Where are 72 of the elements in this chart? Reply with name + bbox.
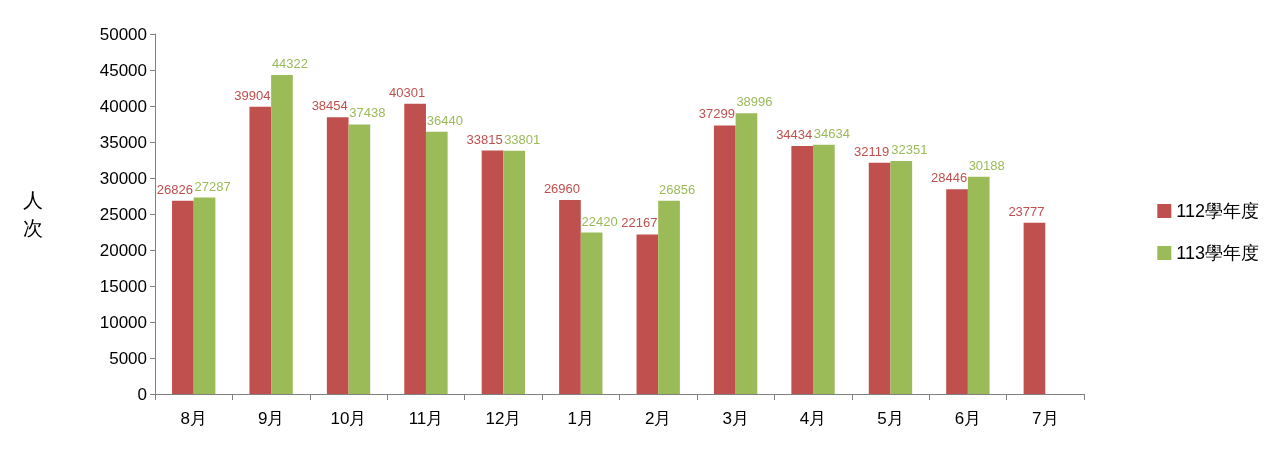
x-tick-label: 1月 (567, 409, 595, 428)
y-tick-label: 50000 (99, 24, 147, 44)
y-tick-label: 20000 (99, 240, 147, 260)
legend-label: 112學年度 (1176, 201, 1260, 221)
bar (658, 200, 680, 394)
x-tick-label: 8月 (180, 409, 207, 428)
data-label: 27287 (194, 178, 231, 194)
bar (946, 189, 968, 394)
data-label: 28446 (930, 170, 968, 186)
bar (249, 106, 272, 394)
y-tick-label: 30000 (99, 168, 147, 188)
bar (559, 199, 581, 394)
x-tick-label: 9月 (257, 409, 285, 428)
data-label: 26960 (543, 180, 581, 196)
bar (636, 234, 659, 394)
bar (813, 144, 835, 394)
bar (967, 176, 990, 394)
y-tick-label: 15000 (99, 276, 147, 296)
x-tick-label: 3月 (722, 409, 749, 428)
data-label: 34634 (813, 125, 850, 141)
x-tick-label: 11月 (408, 409, 444, 428)
bar (1023, 222, 1046, 394)
y-tick-label: 35000 (99, 132, 147, 152)
data-label: 26826 (156, 181, 193, 197)
x-tick-label: 4月 (799, 409, 827, 428)
bar (713, 125, 736, 394)
x-tick-label: 7月 (1032, 409, 1059, 428)
x-tick-label: 5月 (877, 409, 904, 428)
data-label: 34434 (776, 127, 813, 143)
x-tick-label: 10月 (330, 409, 367, 428)
data-label: 38996 (736, 94, 773, 110)
y-tick-label: 0 (137, 384, 147, 404)
bar (326, 117, 349, 394)
data-label: 40301 (389, 84, 426, 100)
bar (172, 200, 194, 394)
bar (735, 113, 758, 394)
data-label: 32119 (854, 143, 890, 159)
bar (425, 131, 448, 394)
bar (481, 150, 504, 394)
y-tick-label: 45000 (99, 60, 147, 80)
x-tick-label: 12月 (485, 409, 522, 428)
data-label: 44322 (271, 55, 309, 71)
data-label: 26856 (658, 181, 696, 197)
data-label: 32351 (891, 142, 928, 158)
bar (890, 161, 913, 394)
y-tick-label: 5000 (109, 348, 147, 368)
data-label: 30188 (968, 157, 1005, 173)
data-label: 37299 (698, 106, 735, 122)
bar (271, 74, 293, 394)
data-label: 33815 (466, 131, 503, 147)
bar (580, 232, 603, 394)
x-tick-label: 6月 (954, 409, 982, 428)
data-label: 33801 (504, 131, 541, 147)
y-axis-title: 人次 (23, 189, 43, 239)
data-label: 22167 (621, 215, 658, 231)
data-label: 37438 (349, 105, 386, 121)
bar (348, 124, 371, 394)
bar (193, 197, 216, 394)
bar (791, 146, 814, 394)
bar (868, 162, 891, 394)
y-tick-label: 10000 (99, 312, 147, 332)
data-label: 39904 (234, 87, 271, 103)
bar (404, 103, 426, 394)
data-label: 22420 (581, 213, 618, 229)
data-label: 36440 (426, 112, 463, 128)
y-tick-label: 25000 (99, 204, 147, 224)
y-tick-label: 40000 (99, 96, 147, 116)
legend-label: 113學年度 (1176, 243, 1260, 263)
bar (503, 150, 526, 394)
data-label: 23777 (1008, 203, 1045, 219)
data-label: 38454 (311, 98, 348, 114)
x-tick-label: 2月 (644, 409, 672, 428)
